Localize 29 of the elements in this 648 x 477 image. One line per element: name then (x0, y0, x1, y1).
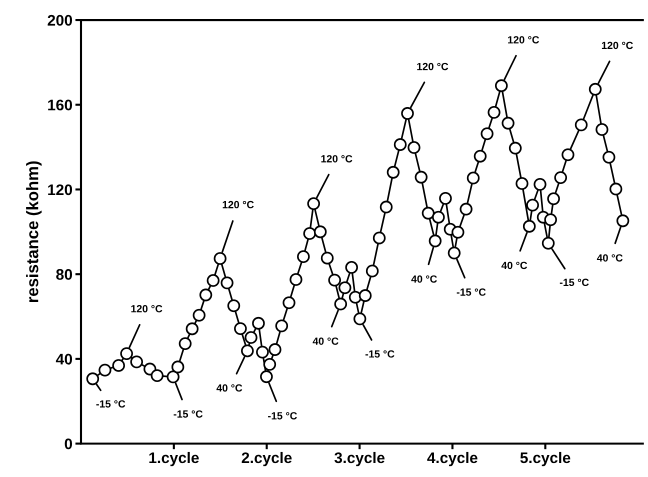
x-tick-label: 2.cycle (242, 452, 292, 466)
y-tick-label: 80 (56, 269, 72, 280)
y-tick-label: 0 (64, 438, 72, 450)
annotation: 120 °C (417, 62, 448, 70)
annotation: -15 °C (96, 400, 126, 408)
annotation: -15 °C (174, 410, 203, 418)
annotation: -15 °C (268, 412, 297, 420)
annotation: -15 °C (365, 350, 394, 358)
y-tick-label: 200 (48, 14, 72, 26)
x-tick-label: 3.cycle (334, 452, 385, 466)
x-tick-label: 4.cycle (427, 452, 478, 466)
annotation: 40 °C (411, 275, 437, 283)
annotation: 120 °C (321, 155, 352, 162)
y-tick-label: 120 (48, 184, 72, 196)
annotation: 40 °C (216, 384, 242, 392)
y-axis-title: resistance (kohm) (26, 161, 42, 302)
annotation: -15 °C (560, 278, 589, 286)
annotation: 40 °C (312, 337, 338, 345)
annotation: 120 °C (602, 42, 633, 50)
annotation: 40 °C (501, 262, 528, 270)
x-tick-label: 1.cycle (149, 452, 199, 466)
annotation: 120 °C (222, 200, 254, 208)
annotation: -15 °C (456, 288, 486, 296)
x-tick-label: 5.cycle (520, 452, 570, 466)
y-tick-label: 40 (56, 354, 72, 365)
annotation: 120 °C (508, 36, 540, 44)
annotation: 40 °C (596, 254, 623, 262)
annotation: 120 °C (131, 305, 162, 312)
y-tick-label: 160 (48, 100, 72, 110)
